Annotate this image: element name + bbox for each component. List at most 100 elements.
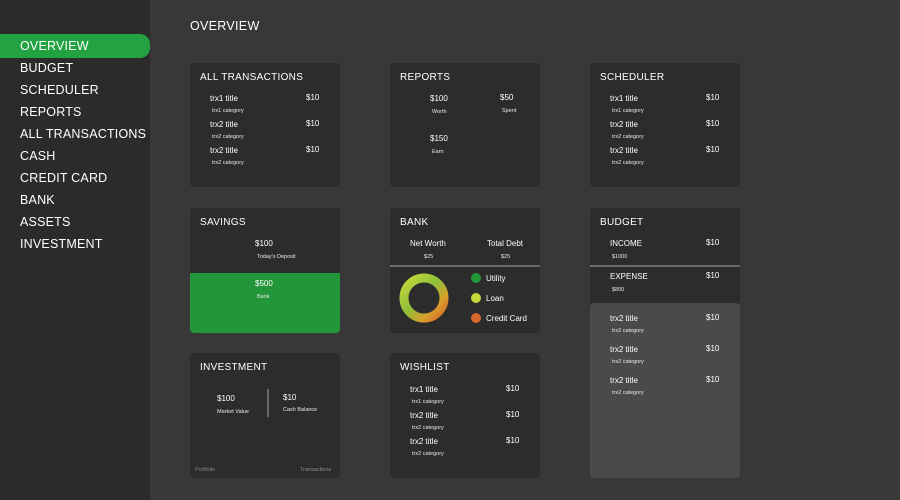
cash-balance-value: $10 [283,393,297,402]
budget-transactions-panel[interactable]: trx2 title trx2 category $10 trx2 title … [590,303,740,478]
sidebar-item-all-transactions[interactable]: ALL TRANSACTIONS [20,127,147,141]
divider [267,389,269,417]
total-debt-label: Total Debt [487,239,524,248]
sidebar-item-overview[interactable]: OVERVIEW [0,34,150,58]
spent-value: $50 [500,93,514,102]
sidebar-item-cash[interactable]: CASH [20,149,56,163]
credit-card-legend-dot [471,313,481,323]
cash-balance-label: Cash Balance [283,407,318,413]
wishlist-item-title: trx2 title [410,437,439,446]
divider [390,265,540,267]
card-title: BUDGET [600,217,644,228]
transaction-title: trx2 title [610,146,639,155]
earn-label: Earn [432,149,444,155]
portfolio-link[interactable]: Portfolio [195,467,216,473]
card-title: REPORTS [400,72,451,83]
wishlist-item-title: trx1 title [410,385,439,394]
sidebar-item-budget[interactable]: BUDGET [20,61,74,75]
wishlist-item-title: trx2 title [410,411,439,420]
card-title: WISHLIST [400,362,450,373]
net-worth-value: $25 [424,254,434,260]
transaction-category: trx2 category [212,134,244,140]
card-title: ALL TRANSACTIONS [200,72,304,83]
transaction-amount: $10 [706,344,720,353]
loan-legend-dot [471,293,481,303]
wishlist-card[interactable]: WISHLIST trx1 title trx1 category $10 tr… [390,353,540,478]
transaction-category: trx2 category [612,359,644,365]
transaction-category: trx2 category [612,134,644,140]
wishlist-item-amount: $10 [506,384,520,393]
divider [590,265,740,267]
transaction-title: trx1 title [610,94,639,103]
worth-value: $100 [430,94,448,103]
transaction-title: trx2 title [610,345,639,354]
transaction-title: trx2 title [610,376,639,385]
sidebar-item-credit-card[interactable]: CREDIT CARD [20,171,108,185]
spent-label: Spent [502,108,517,114]
transaction-amount: $10 [706,119,720,128]
card-title: BANK [400,217,429,228]
transaction-title: trx2 title [610,314,639,323]
bank-savings-label: Bank [257,294,270,300]
all-transactions-card[interactable]: ALL TRANSACTIONS trx1 title trx1 categor… [190,63,340,187]
scheduler-card[interactable]: SCHEDULER trx1 title trx1 category $10 t… [590,63,740,187]
worth-label: Worth [432,109,447,115]
market-value-label: Market Value [217,409,249,415]
savings-bank-panel[interactable]: $500 Bank [190,273,340,333]
sidebar-item-investment[interactable]: INVESTMENT [20,237,103,251]
wishlist-item-category: trx1 category [412,399,444,405]
transaction-category: trx2 category [212,160,244,166]
transaction-amount: $10 [706,93,720,102]
reports-card[interactable]: REPORTS $100 Worth $50 Spent $150 Earn [390,63,540,187]
wishlist-item-category: trx2 category [412,425,444,431]
donut-ring [399,273,449,323]
deposit-label: Today's Deposit [257,254,296,260]
transaction-amount: $10 [706,313,720,322]
wishlist-item-amount: $10 [506,410,520,419]
utility-legend-dot [471,273,481,283]
transaction-amount: $10 [306,119,320,128]
transaction-title: trx1 title [210,94,239,103]
expense-label: EXPENSE [610,272,648,281]
income-total: $1000 [612,254,628,260]
transaction-category: trx2 category [612,390,644,396]
wishlist-item-category: trx2 category [412,451,444,457]
bank-savings-value: $500 [255,279,273,288]
transaction-amount: $10 [306,145,320,154]
total-debt-value: $25 [501,254,511,260]
utility-legend-label: Utility [486,274,506,283]
card-title: SAVINGS [200,217,246,228]
expense-total: $800 [612,287,625,293]
income-amount: $10 [706,238,720,247]
transaction-category: trx2 category [612,160,644,166]
transaction-title: trx2 title [210,146,239,155]
transaction-amount: $10 [706,375,720,384]
credit-card-legend-label: Credit Card [486,314,527,323]
transaction-amount: $10 [306,93,320,102]
transaction-title: trx2 title [610,120,639,129]
market-value: $100 [217,394,235,403]
donut-chart [399,273,449,323]
transaction-category: trx1 category [212,108,244,114]
transaction-category: trx2 category [612,328,644,334]
card-title: SCHEDULER [600,72,665,83]
sidebar-item-bank[interactable]: BANK [20,193,55,207]
transaction-category: trx1 category [612,108,644,114]
earn-value: $150 [430,134,448,143]
expense-amount: $10 [706,271,720,280]
sidebar: OVERVIEW BUDGET SCHEDULER REPORTS ALL TR… [0,0,150,500]
page-title: OVERVIEW [190,19,260,33]
transaction-amount: $10 [706,145,720,154]
wishlist-item-amount: $10 [506,436,520,445]
transactions-link[interactable]: Transactions [300,467,332,473]
budget-card[interactable]: BUDGET INCOME $1000 $10 EXPENSE $800 $10 [590,208,740,308]
bank-card[interactable]: BANK Net Worth $25 Total Debt $25 Utilit… [390,208,540,333]
sidebar-item-assets[interactable]: ASSETS [20,215,71,229]
transaction-title: trx2 title [210,120,239,129]
sidebar-item-reports[interactable]: REPORTS [20,105,82,119]
investment-card[interactable]: INVESTMENT $100 Market Value $10 Cash Ba… [190,353,340,478]
card-title: INVESTMENT [200,362,268,373]
sidebar-item-scheduler[interactable]: SCHEDULER [20,83,99,97]
loan-legend-label: Loan [486,294,504,303]
income-label: INCOME [610,239,642,248]
